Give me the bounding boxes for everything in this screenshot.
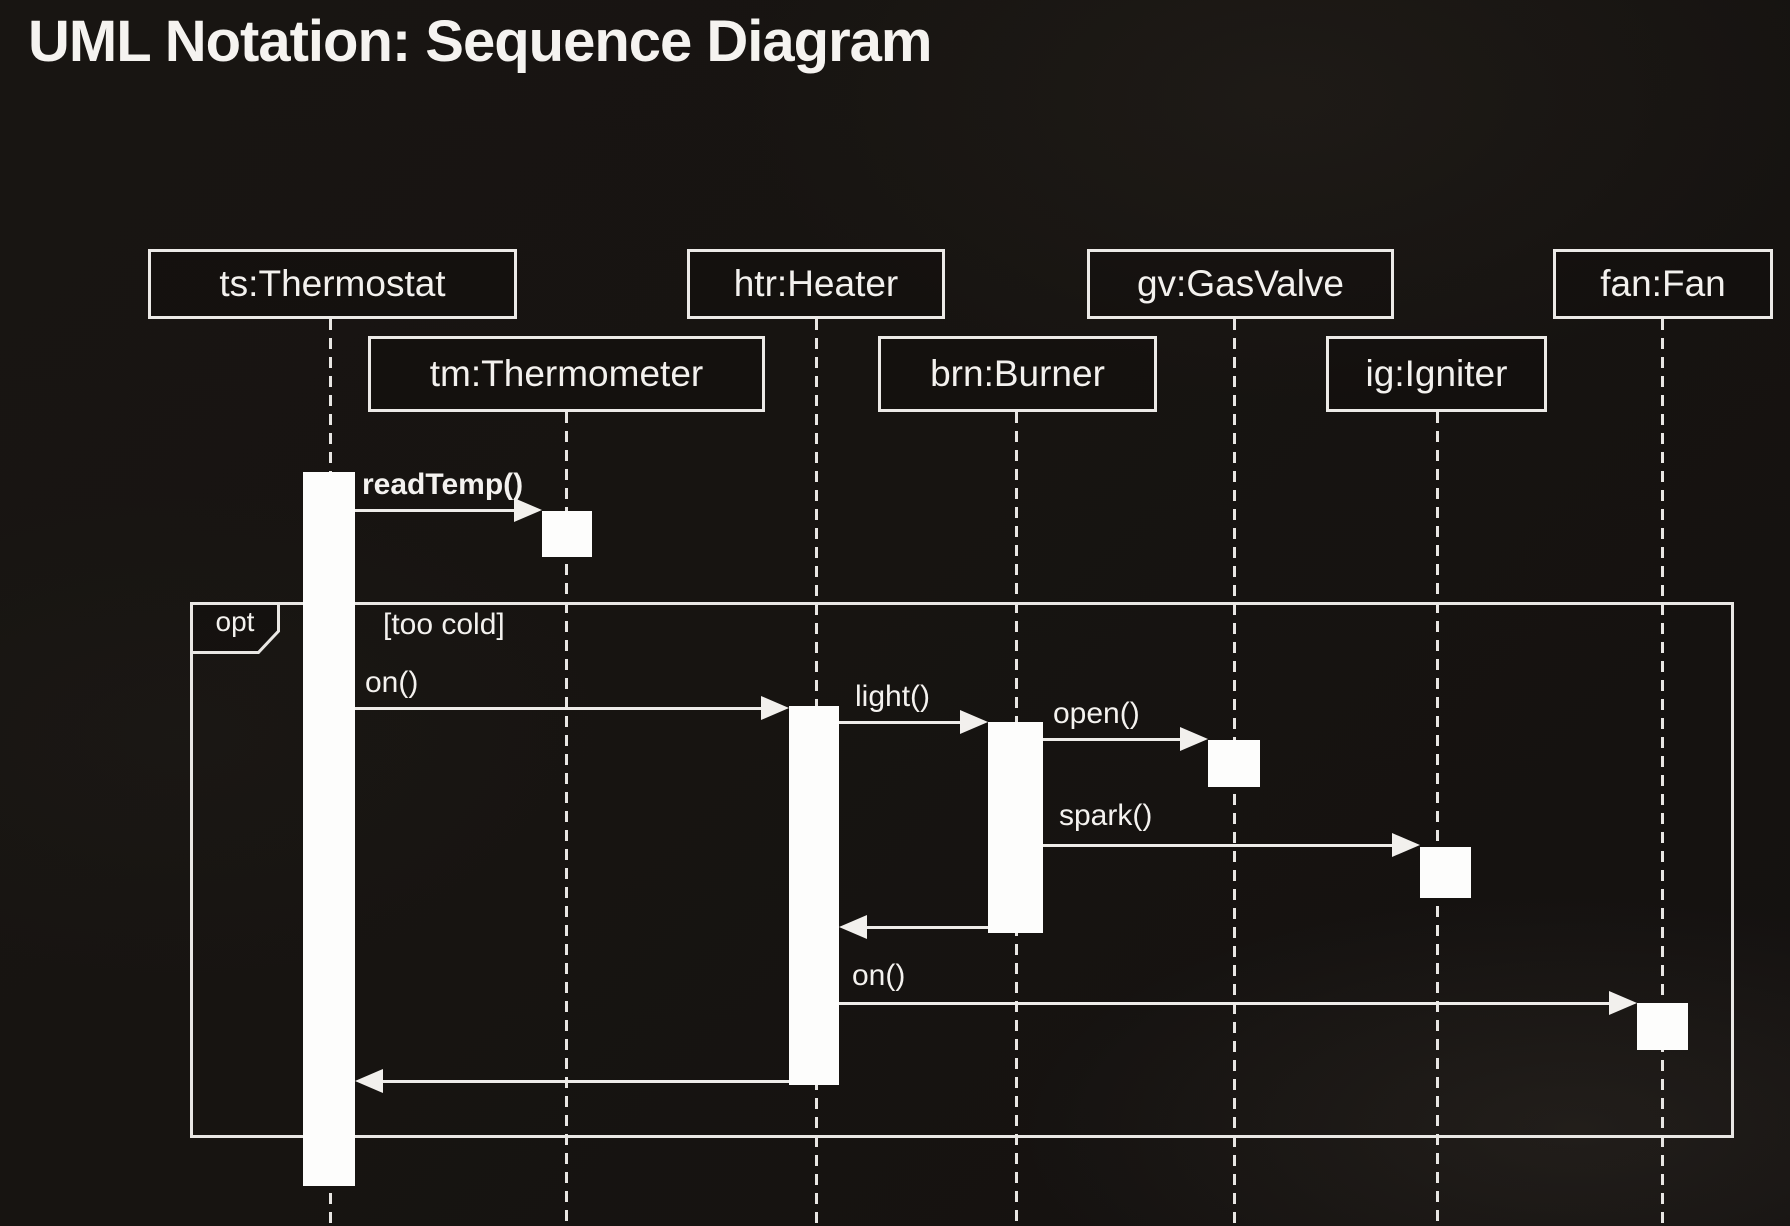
message-spark-brn-ig-line: [1043, 843, 1398, 847]
message-light-htr-brn-label: light(): [855, 680, 931, 713]
lifeline-box-gv: gv:GasValve: [1087, 249, 1394, 319]
message-light-htr-brn-arrowhead: [960, 710, 988, 734]
message-return-brn-htr-arrowhead: [839, 915, 867, 939]
activation-htr: [789, 706, 839, 1085]
fragment-operator: opt: [190, 602, 280, 654]
lifeline-box-ts: ts:Thermostat: [148, 249, 517, 319]
message-on-ts-htr-label: on(): [365, 666, 419, 699]
message-readtemp-ts-tm-line: [355, 508, 520, 512]
lifeline-line-ig: [1435, 412, 1439, 1226]
message-return-htr-ts-line: [377, 1079, 789, 1083]
message-on-htr-fan-label: on(): [852, 959, 906, 992]
message-return-htr-ts-arrowhead: [355, 1069, 383, 1093]
lifeline-label-htr: htr:Heater: [733, 263, 899, 304]
lifeline-box-ig: ig:Igniter: [1326, 336, 1547, 412]
lifeline-label-fan: fan:Fan: [1600, 263, 1726, 304]
lifeline-label-ig: ig:Igniter: [1365, 353, 1508, 394]
message-readtemp-ts-tm-label: readTemp(): [362, 468, 524, 501]
fragment-guard: [too cold]: [383, 608, 505, 641]
lifeline-label-ts: ts:Thermostat: [219, 263, 446, 304]
lifeline-line-tm: [564, 412, 568, 1226]
message-on-ts-htr-arrowhead: [761, 696, 789, 720]
message-return-brn-htr-line: [861, 925, 988, 929]
message-on-htr-fan-arrowhead: [1609, 991, 1637, 1015]
message-spark-brn-ig-arrowhead: [1392, 833, 1420, 857]
lifeline-line-fan: [1660, 319, 1664, 1226]
message-light-htr-brn-line: [839, 720, 966, 724]
message-on-ts-htr-line: [355, 706, 767, 710]
message-on-htr-fan-line: [839, 1001, 1615, 1005]
lifeline-label-gv: gv:GasValve: [1136, 263, 1345, 304]
activation-fan: [1637, 1003, 1688, 1050]
message-spark-brn-ig-label: spark(): [1059, 799, 1153, 832]
lifeline-box-fan: fan:Fan: [1553, 249, 1773, 319]
lifeline-label-tm: tm:Thermometer: [429, 353, 704, 394]
message-open-brn-gv-label: open(): [1053, 697, 1140, 730]
lifeline-box-htr: htr:Heater: [687, 249, 945, 319]
activation-brn: [988, 722, 1043, 933]
message-readtemp-ts-tm-arrowhead: [514, 498, 542, 522]
lifeline-label-brn: brn:Burner: [930, 353, 1105, 394]
activation-ig: [1420, 847, 1471, 898]
lifeline-box-tm: tm:Thermometer: [368, 336, 765, 412]
message-open-brn-gv-arrowhead: [1180, 727, 1208, 751]
activation-ts: [303, 472, 355, 1186]
fragment-pentagon: [190, 602, 280, 654]
slide-title: UML Notation: Sequence Diagram: [28, 9, 932, 74]
message-open-brn-gv-line: [1043, 737, 1186, 741]
activation-gv: [1208, 740, 1260, 787]
fragment-operator-label: opt: [215, 606, 255, 638]
fragment-border: [190, 602, 1734, 1138]
activation-tm: [542, 511, 592, 557]
lifeline-box-brn: brn:Burner: [878, 336, 1157, 412]
